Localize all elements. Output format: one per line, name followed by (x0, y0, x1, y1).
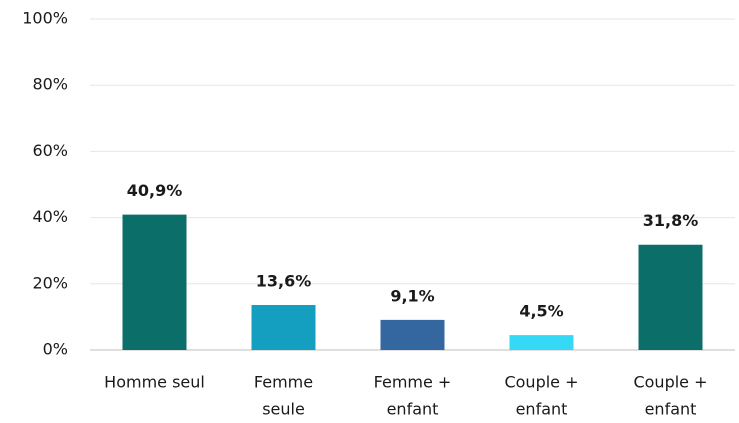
x-tick-label: Couple + (633, 373, 707, 392)
bar (122, 214, 187, 350)
x-tick-label: enfant (387, 400, 439, 419)
y-tick-label: 0% (43, 340, 68, 359)
bar (509, 335, 574, 350)
value-label: 40,9% (127, 181, 183, 200)
y-tick-label: 100% (22, 9, 68, 28)
x-tick-label: enfant (516, 400, 568, 419)
x-tick-label: Couple + (504, 373, 578, 392)
bar (251, 304, 316, 350)
y-tick-label: 60% (32, 141, 68, 160)
y-tick-label: 40% (32, 207, 68, 226)
x-tick-label: enfant (645, 400, 697, 419)
y-tick-label: 80% (32, 75, 68, 94)
value-label: 31,8% (643, 211, 699, 230)
bar (638, 244, 703, 350)
value-label: 9,1% (390, 286, 434, 305)
bar (380, 319, 445, 350)
x-tick-label: Homme seul (104, 373, 205, 392)
y-tick-label: 20% (32, 273, 68, 292)
value-label: 13,6% (256, 271, 312, 290)
value-label: 4,5% (519, 302, 563, 321)
x-tick-label: seule (262, 400, 305, 419)
x-tick-label: Femme + (374, 373, 452, 392)
x-tick-label: Femme (254, 373, 313, 392)
